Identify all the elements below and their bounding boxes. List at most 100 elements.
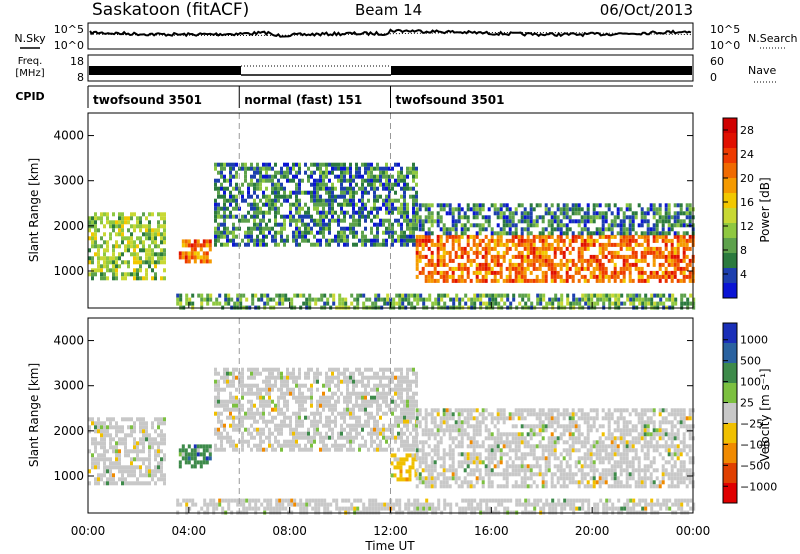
heatmap-cell	[475, 211, 479, 216]
heatmap-cell	[316, 190, 319, 195]
heatmap-cell	[337, 447, 340, 452]
heatmap-cell	[367, 178, 370, 183]
heatmap-cell	[352, 415, 355, 420]
heatmap-cell	[502, 242, 506, 247]
heatmap-cell	[163, 260, 166, 265]
heatmap-cell	[139, 220, 142, 225]
heatmap-cell	[499, 440, 503, 445]
heatmap-cell	[520, 412, 524, 417]
heatmap-cell	[499, 412, 503, 417]
heatmap-cell	[106, 449, 109, 454]
heatmap-cell	[241, 395, 244, 400]
heatmap-cell	[397, 170, 400, 175]
heatmap-cell	[412, 439, 415, 444]
heatmap-cell	[379, 166, 382, 171]
heatmap-cell	[482, 293, 486, 298]
heatmap-cell	[415, 194, 418, 199]
heatmap-cell	[532, 278, 536, 283]
heatmap-cell	[550, 484, 554, 489]
heatmap-cell	[562, 412, 566, 417]
heatmap-cell	[343, 166, 346, 171]
heatmap-cell	[544, 472, 548, 477]
heatmap-cell	[343, 190, 346, 195]
heatmap-cell	[511, 278, 515, 283]
heatmap-cell	[97, 473, 100, 478]
heatmap-cell	[346, 383, 349, 388]
heatmap-cell	[268, 178, 271, 183]
heatmap-cell	[193, 444, 197, 449]
heatmap-cell	[299, 293, 303, 298]
heatmap-cell	[259, 431, 262, 436]
heatmap-cell	[411, 453, 415, 458]
heatmap-cell	[601, 227, 605, 232]
heatmap-cell	[562, 250, 566, 255]
heatmap-cell	[277, 222, 280, 227]
heatmap-cell	[346, 447, 349, 452]
heatmap-cell	[139, 240, 142, 245]
heatmap-cell	[529, 464, 533, 469]
heatmap-cell	[214, 447, 217, 452]
heatmap-cell	[577, 223, 581, 228]
heatmap-cell	[526, 408, 530, 413]
heatmap-cell	[589, 238, 593, 243]
heatmap-cell	[442, 258, 446, 263]
heatmap-cell	[583, 278, 587, 283]
heatmap-cell	[481, 262, 485, 267]
heatmap-cell	[526, 234, 530, 239]
heatmap-cell	[544, 274, 548, 279]
heatmap-cell	[202, 460, 206, 465]
heatmap-cell	[668, 297, 672, 302]
heatmap-cell	[217, 230, 220, 235]
heatmap-cell	[382, 435, 385, 440]
heatmap-cell	[223, 423, 226, 428]
heatmap-cell	[259, 182, 262, 187]
heatmap-cell	[409, 367, 412, 372]
heatmap-cell	[598, 278, 602, 283]
heatmap-cell	[193, 259, 197, 264]
heatmap-cell	[649, 270, 653, 275]
heatmap-cell	[679, 242, 683, 247]
heatmap-cell	[332, 301, 336, 306]
heatmap-cell	[521, 293, 525, 298]
heatmap-cell	[565, 234, 569, 239]
heatmap-cell	[106, 240, 109, 245]
heatmap-cell	[343, 198, 346, 203]
heatmap-cell	[463, 215, 467, 220]
heatmap-cell	[298, 178, 301, 183]
heatmap-cell	[212, 301, 216, 306]
colorbar-segment	[723, 223, 737, 239]
heatmap-cell	[319, 238, 322, 243]
heatmap-cell	[280, 423, 283, 428]
heatmap-cell	[355, 383, 358, 388]
heatmap-cell	[628, 207, 632, 212]
heatmap-cell	[383, 297, 387, 302]
heatmap-cell	[367, 423, 370, 428]
heatmap-cell	[331, 395, 334, 400]
heatmap-cell	[259, 178, 262, 183]
heatmap-cell	[664, 219, 668, 224]
heatmap-cell	[505, 215, 509, 220]
heatmap-cell	[379, 174, 382, 179]
heatmap-cell	[523, 246, 527, 251]
heatmap-cell	[538, 456, 542, 461]
heatmap-cell	[511, 468, 515, 473]
heatmap-cell	[598, 231, 602, 236]
heatmap-cell	[604, 234, 608, 239]
colorbar-segment	[723, 253, 737, 269]
heatmap-cell	[481, 408, 485, 413]
heatmap-cell	[439, 219, 443, 224]
heatmap-cell	[541, 424, 545, 429]
heatmap-cell	[463, 250, 467, 255]
heatmap-cell	[676, 238, 680, 243]
heatmap-cell	[317, 297, 321, 302]
heatmap-cell	[569, 301, 573, 306]
heatmap-cell	[421, 444, 425, 449]
heatmap-cell	[403, 423, 406, 428]
heatmap-cell	[562, 476, 566, 481]
heatmap-cell	[422, 297, 426, 302]
heatmap-cell	[454, 207, 458, 212]
heatmap-cell	[266, 301, 270, 306]
freq-band-1	[89, 66, 241, 75]
heatmap-cell	[250, 367, 253, 372]
heatmap-cell	[421, 452, 425, 457]
